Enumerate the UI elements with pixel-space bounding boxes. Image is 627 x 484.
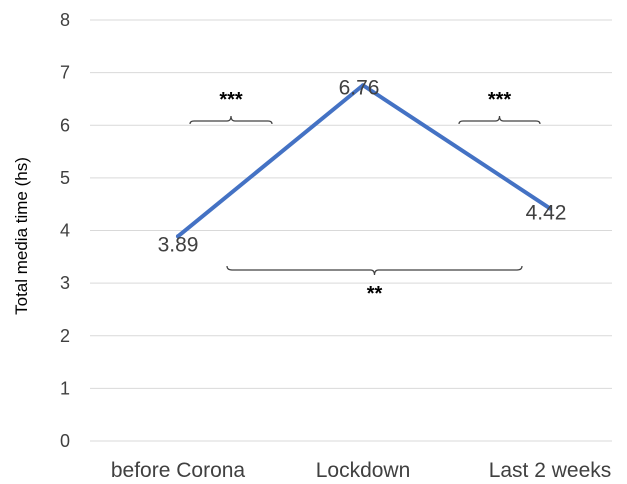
- y-tick-labels: 0 1 2 3 4 5 6 7 8: [60, 10, 70, 451]
- data-label: 3.89: [158, 233, 199, 256]
- significance-bracket: [226, 265, 523, 276]
- y-axis-title: Total media time (hs): [12, 157, 31, 315]
- x-category-labels: before Corona Lockdown Last 2 weeks: [111, 459, 611, 482]
- series-lines: [176, 83, 552, 239]
- x-category-label: before Corona: [111, 459, 246, 482]
- significance-bracket: [458, 115, 541, 125]
- y-tick-label: 8: [60, 10, 70, 30]
- y-tick-label: 3: [60, 273, 70, 293]
- data-label: 6.76: [339, 76, 380, 99]
- significance-bracket: [189, 115, 273, 125]
- y-tick-label: 4: [60, 221, 70, 241]
- significance-label: **: [367, 283, 383, 305]
- significance-label: ***: [219, 89, 243, 111]
- y-tick-label: 2: [60, 326, 70, 346]
- significance-brackets: *** *****: [189, 89, 541, 305]
- data-label: 4.42: [526, 201, 567, 224]
- y-tick-label: 1: [60, 378, 70, 398]
- data-point: [176, 234, 180, 239]
- y-tick-label: 5: [60, 168, 70, 188]
- significance-label: ***: [488, 89, 512, 111]
- gridlines: [90, 19, 612, 442]
- data-labels: 3.89 6.76 4.42: [158, 76, 567, 256]
- data-point: [361, 83, 365, 88]
- y-tick-label: 6: [60, 115, 70, 135]
- y-tick-label: 0: [60, 431, 70, 451]
- data-point: [548, 206, 552, 211]
- x-category-label: Last 2 weeks: [489, 459, 612, 482]
- y-tick-label: 7: [60, 63, 70, 83]
- x-category-label: Lockdown: [316, 459, 411, 482]
